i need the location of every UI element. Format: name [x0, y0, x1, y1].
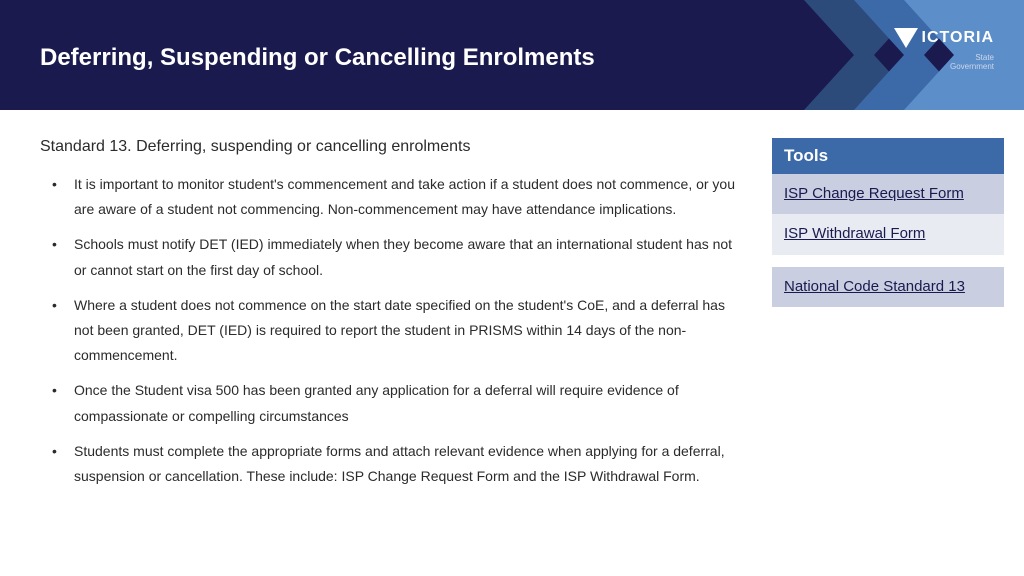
- bullet-item: Schools must notify DET (IED) immediatel…: [60, 232, 742, 282]
- bullet-item: Students must complete the appropriate f…: [60, 439, 742, 489]
- tool-link-national-code-13[interactable]: National Code Standard 13: [772, 267, 1004, 307]
- victoria-logo: ICTORIA: [894, 28, 994, 48]
- logo-sub-line2: Government: [950, 63, 994, 72]
- main-column: Standard 13. Deferring, suspending or ca…: [40, 138, 772, 499]
- bullet-list: It is important to monitor student's com…: [40, 172, 742, 489]
- section-subtitle: Standard 13. Deferring, suspending or ca…: [40, 138, 742, 156]
- tools-sidebar: Tools ISP Change Request Form ISP Withdr…: [772, 138, 1004, 499]
- bullet-item: Where a student does not commence on the…: [60, 293, 742, 369]
- logo-text: ICTORIA: [922, 29, 994, 47]
- tool-gap: [772, 255, 1004, 267]
- logo-subtitle: State Government: [950, 54, 994, 72]
- bullet-item: It is important to monitor student's com…: [60, 172, 742, 222]
- tools-header: Tools: [772, 138, 1004, 174]
- tool-link-isp-change-request[interactable]: ISP Change Request Form: [772, 174, 1004, 214]
- content-area: Standard 13. Deferring, suspending or ca…: [0, 110, 1024, 499]
- bullet-item: Once the Student visa 500 has been grant…: [60, 378, 742, 428]
- tool-link-isp-withdrawal[interactable]: ISP Withdrawal Form: [772, 214, 1004, 254]
- logo-triangle-icon: [894, 28, 918, 48]
- page-header: Deferring, Suspending or Cancelling Enro…: [0, 0, 1024, 110]
